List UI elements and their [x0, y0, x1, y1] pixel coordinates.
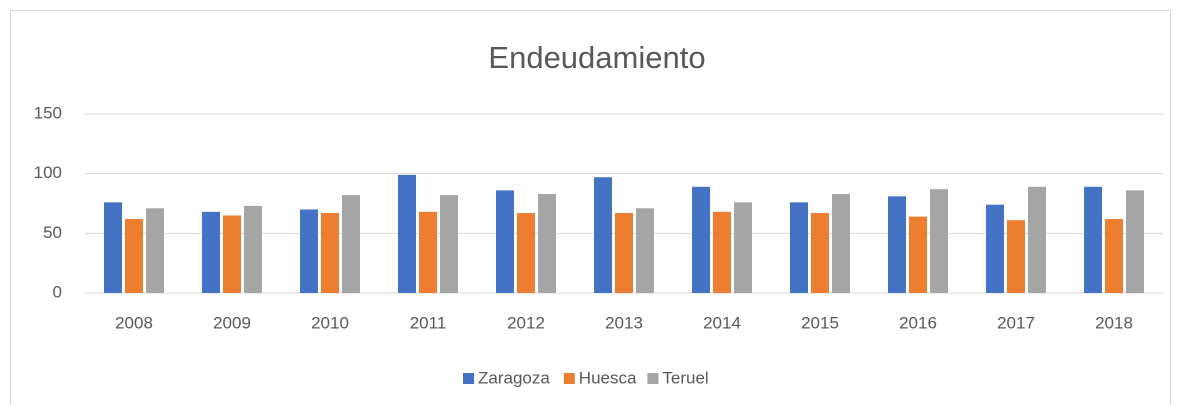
bar [713, 211, 731, 293]
bar [440, 195, 458, 293]
bar [342, 195, 360, 293]
y-tick-label: 50 [43, 223, 62, 242]
bar [146, 208, 164, 293]
bar [202, 211, 220, 293]
bar [615, 213, 633, 293]
bar [888, 196, 906, 293]
bar [1126, 190, 1144, 293]
bar [790, 202, 808, 293]
x-tick-label: 2017 [997, 313, 1035, 332]
x-tick-label: 2012 [507, 313, 545, 332]
x-tick-label: 2009 [213, 313, 251, 332]
x-tick-label: 2018 [1095, 313, 1133, 332]
bar [986, 204, 1004, 293]
bar [104, 202, 122, 293]
y-tick-label: 100 [34, 163, 62, 182]
bar [1084, 186, 1102, 293]
x-tick-label: 2008 [115, 313, 153, 332]
bar [594, 177, 612, 293]
x-tick-label: 2013 [605, 313, 643, 332]
bar [832, 193, 850, 293]
bar [496, 190, 514, 293]
x-tick-label: 2016 [899, 313, 937, 332]
legend-label: Huesca [579, 368, 637, 387]
bar [538, 193, 556, 293]
bar [223, 215, 241, 293]
bar [244, 205, 262, 293]
bar [909, 216, 927, 293]
y-tick-label: 0 [53, 282, 62, 301]
bar [636, 208, 654, 293]
legend-swatch [647, 373, 659, 384]
bar [300, 209, 318, 293]
bar [419, 211, 437, 293]
bar [930, 189, 948, 293]
bar [734, 202, 752, 293]
bar [811, 213, 829, 293]
legend-label: Teruel [662, 368, 708, 387]
y-tick-label: 150 [34, 103, 62, 122]
x-tick-label: 2015 [801, 313, 839, 332]
bar [517, 213, 535, 293]
x-tick-label: 2014 [703, 313, 741, 332]
bar [321, 213, 339, 293]
legend-swatch [563, 373, 575, 384]
bar [398, 174, 416, 293]
bar [1007, 220, 1025, 293]
bar [1028, 186, 1046, 293]
x-tick-label: 2011 [410, 313, 447, 332]
bar [125, 219, 143, 293]
chart-title: Endeudamiento [488, 40, 705, 75]
x-tick-label: 2010 [311, 313, 349, 332]
chart-frame [10, 10, 1171, 405]
bar [692, 186, 710, 293]
bar [1105, 219, 1123, 293]
legend-swatch [463, 373, 474, 384]
legend-label: Zaragoza [478, 368, 550, 387]
